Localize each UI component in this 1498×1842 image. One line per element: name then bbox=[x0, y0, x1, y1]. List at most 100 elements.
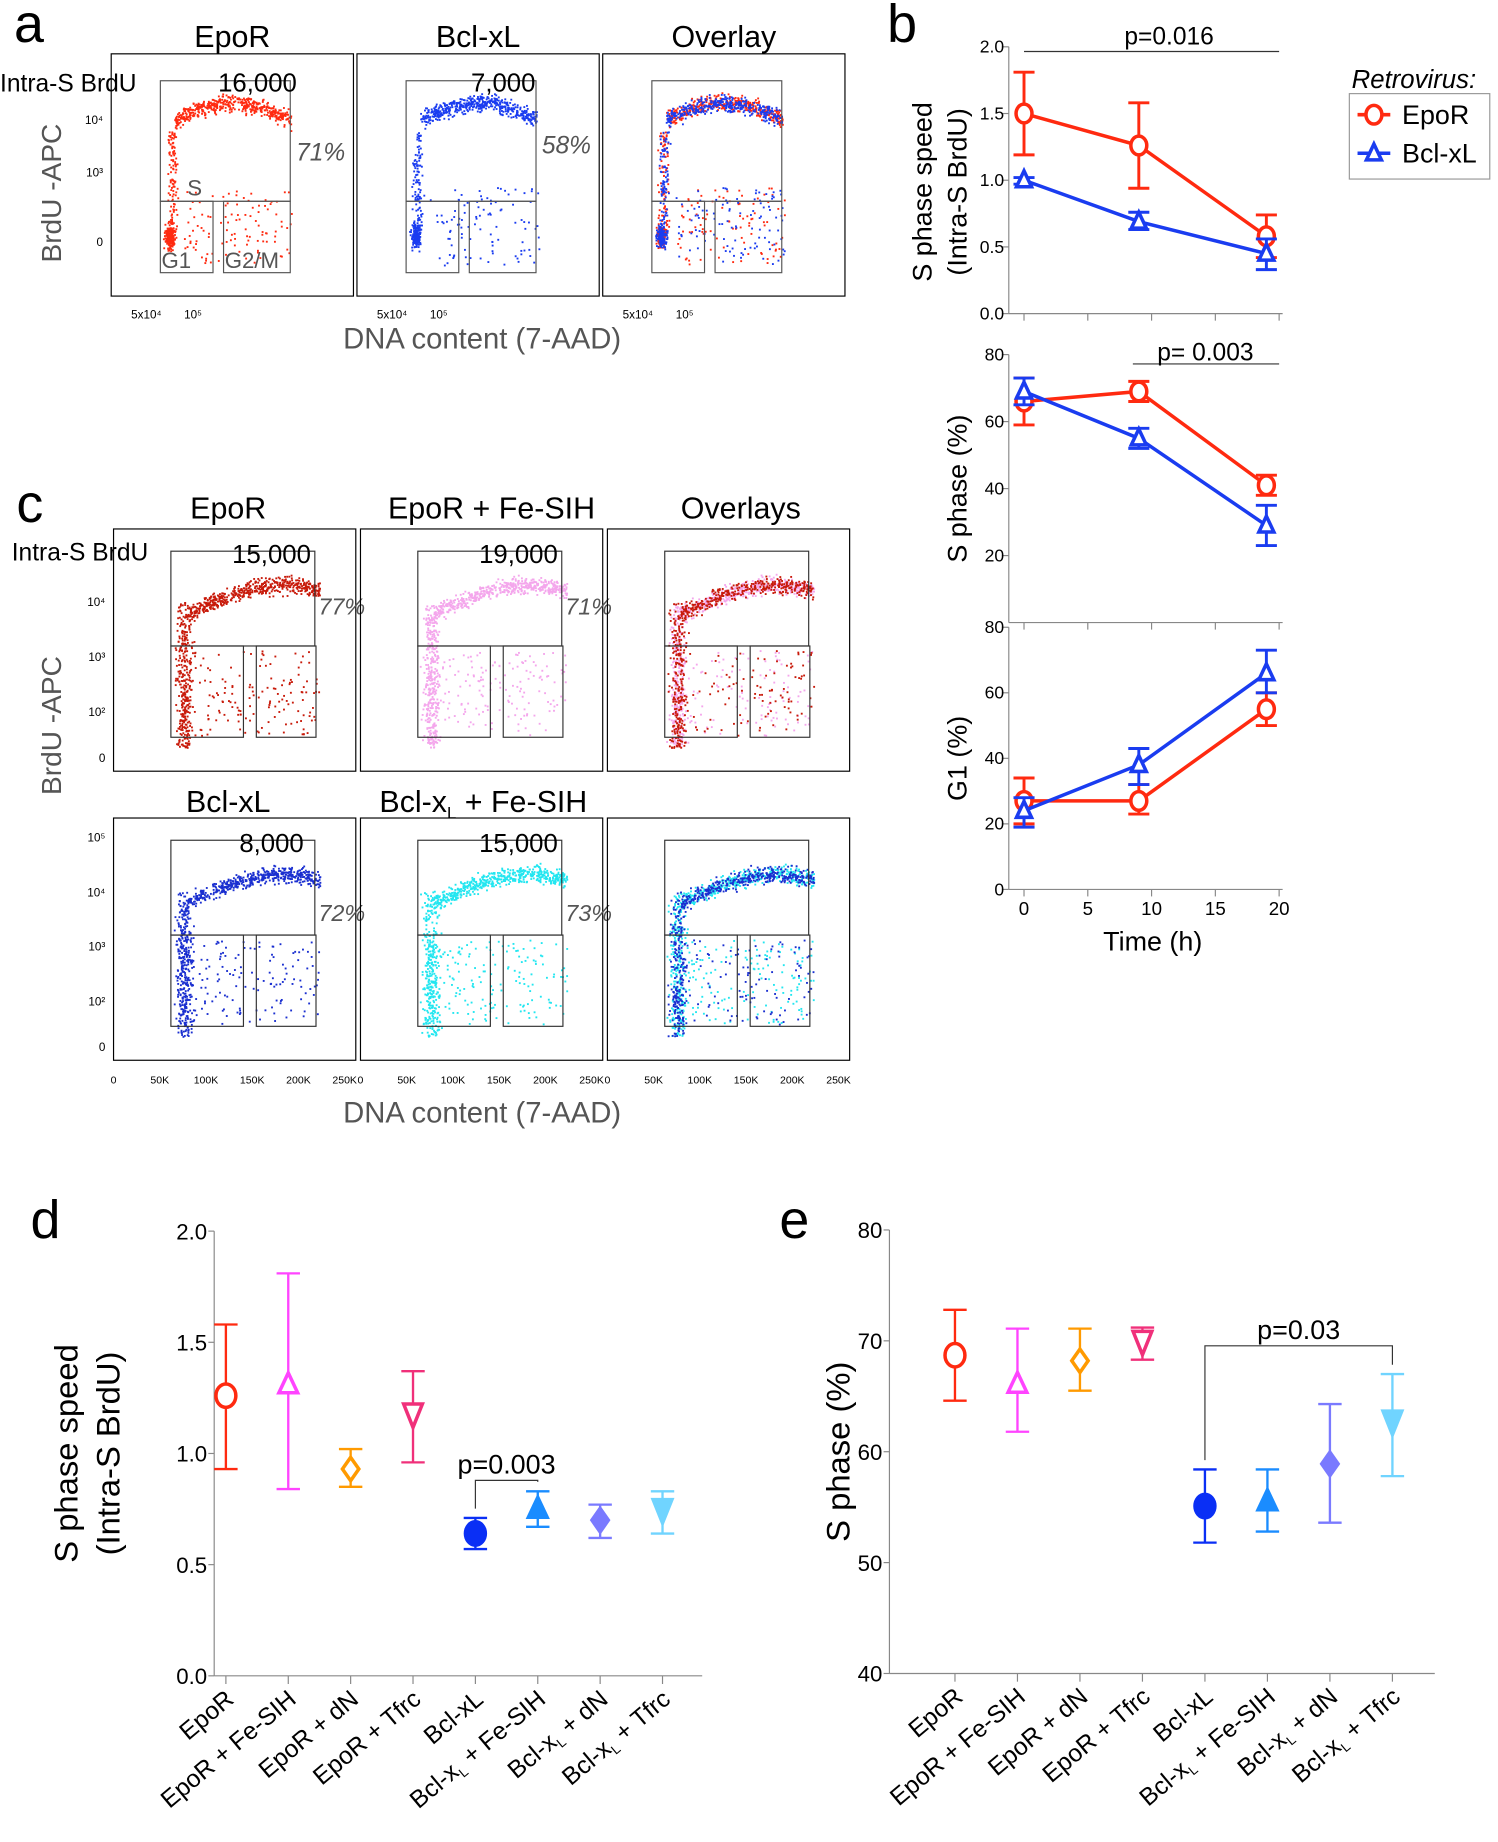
flow-event-dot bbox=[461, 98, 463, 101]
flow-event-dot bbox=[490, 722, 493, 725]
flow-event-dot bbox=[244, 213, 247, 216]
flow-event-dot bbox=[719, 104, 722, 106]
flow-event-dot bbox=[185, 613, 188, 616]
flow-event-dot bbox=[311, 707, 314, 709]
flow-event-dot bbox=[290, 574, 293, 577]
flow-event-dot bbox=[470, 593, 473, 596]
flow-event-dot bbox=[753, 102, 756, 104]
flow-event-dot bbox=[503, 588, 506, 591]
flow-event-dot bbox=[417, 214, 419, 217]
flow-event-dot bbox=[528, 118, 531, 121]
flow-event-dot bbox=[206, 610, 209, 613]
flow-event-dot bbox=[661, 224, 663, 227]
flow-event-dot bbox=[281, 587, 284, 590]
flow-event-dot bbox=[710, 101, 713, 104]
flow-event-dot bbox=[436, 669, 439, 672]
flow-event-dot bbox=[264, 577, 267, 580]
flow-event-dot bbox=[694, 109, 697, 112]
flow-event-dot bbox=[174, 171, 177, 174]
flow-event-dot bbox=[760, 252, 763, 254]
flow-event-dot bbox=[181, 694, 184, 697]
flow-event-dot bbox=[263, 104, 266, 107]
flow-event-dot bbox=[507, 589, 509, 592]
flow-event-dot bbox=[191, 616, 194, 618]
flow-event-dot bbox=[301, 585, 303, 588]
flow-event-dot bbox=[722, 187, 725, 190]
flow-event-dot bbox=[662, 237, 665, 240]
flow-event-dot bbox=[473, 105, 475, 108]
flow-event-dot bbox=[196, 114, 199, 117]
flow-event-dot bbox=[434, 737, 437, 740]
flow-event-dot bbox=[245, 257, 248, 260]
flow-event-dot bbox=[258, 579, 261, 582]
flow-event-dot bbox=[181, 695, 183, 698]
flow-event-dot bbox=[664, 131, 667, 134]
flow-event-dot bbox=[729, 102, 731, 104]
flow-event-dot bbox=[547, 587, 550, 590]
flow-event-dot bbox=[737, 97, 740, 100]
flow-event-dot bbox=[565, 664, 567, 667]
flow-event-dot bbox=[416, 224, 419, 227]
flow-event-dot bbox=[179, 670, 182, 673]
flow-event-dot bbox=[753, 247, 756, 250]
flow-event-dot bbox=[417, 219, 420, 222]
flow-event-dot bbox=[187, 732, 190, 735]
flow-event-dot bbox=[763, 113, 766, 116]
flow-event-dot bbox=[661, 189, 664, 192]
flow-event-dot bbox=[434, 639, 437, 642]
flow-event-dot bbox=[665, 229, 668, 232]
flow-event-dot bbox=[735, 101, 737, 104]
flow-event-dot bbox=[261, 590, 264, 593]
flow-event-dot bbox=[507, 715, 510, 718]
flow-event-dot bbox=[460, 194, 463, 196]
flow-event-dot bbox=[429, 638, 432, 641]
flow-event-dot bbox=[498, 106, 501, 108]
flow-event-dot bbox=[184, 680, 186, 682]
flow-event-dot bbox=[762, 257, 765, 260]
flow-event-dot bbox=[521, 112, 524, 115]
flow-event-dot bbox=[668, 121, 671, 124]
flow-event-dot bbox=[183, 639, 186, 642]
flow-event-dot bbox=[435, 105, 438, 108]
flow-event-dot bbox=[264, 204, 266, 207]
flow-event-dot bbox=[423, 120, 426, 123]
flow-event-dot bbox=[428, 691, 431, 694]
flow-event-dot bbox=[193, 216, 196, 219]
flow-event-dot bbox=[487, 97, 490, 100]
flow-event-dot bbox=[549, 590, 552, 593]
flow-event-dot bbox=[520, 589, 523, 592]
flow-event-dot bbox=[665, 224, 668, 227]
flow-event-dot bbox=[457, 109, 460, 112]
flow-event-dot bbox=[185, 654, 188, 657]
flow-event-dot bbox=[412, 163, 415, 166]
flow-event-dot bbox=[429, 718, 432, 721]
flow-event-dot bbox=[468, 101, 470, 104]
flow-event-dot bbox=[175, 157, 178, 160]
flow-event-dot bbox=[469, 599, 472, 602]
flow-event-dot bbox=[516, 104, 519, 107]
flow-event-dot bbox=[536, 594, 539, 596]
flow-event-dot bbox=[713, 233, 716, 236]
flow-event-dot bbox=[418, 224, 420, 227]
flow-event-dot bbox=[317, 594, 320, 597]
flow-event-dot bbox=[178, 740, 181, 743]
flow-event-dot bbox=[773, 243, 776, 246]
flow-event-dot bbox=[689, 107, 691, 110]
flow-event-dot bbox=[776, 115, 779, 118]
flow-event-dot bbox=[771, 113, 774, 116]
flow-event-dot bbox=[188, 685, 191, 688]
flow-event-dot bbox=[565, 597, 568, 599]
flow-event-dot bbox=[440, 112, 443, 115]
flow-event-dot bbox=[311, 585, 314, 588]
flow-event-dot bbox=[530, 579, 533, 582]
flow-event-dot bbox=[667, 120, 670, 123]
flow-event-dot bbox=[448, 254, 451, 256]
flow-event-dot bbox=[434, 729, 437, 732]
flow-event-dot bbox=[427, 730, 430, 733]
flow-event-dot bbox=[175, 116, 178, 119]
flow-event-dot bbox=[759, 108, 762, 111]
flow-event-dot bbox=[245, 583, 247, 586]
flow-event-dot bbox=[464, 106, 467, 108]
flow-event-dot bbox=[416, 242, 419, 245]
gate-g1 bbox=[159, 200, 214, 274]
